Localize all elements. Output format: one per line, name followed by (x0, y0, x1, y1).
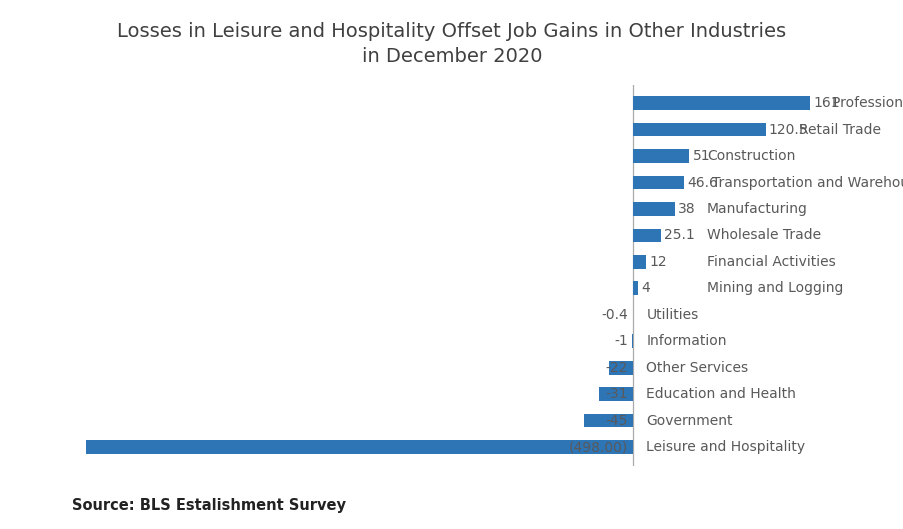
Bar (86, 440, 633, 454)
Text: Source: BLS Estalishment Survey: Source: BLS Estalishment Survey (72, 498, 346, 513)
Bar (631, 334, 633, 348)
Text: Construction: Construction (706, 149, 795, 163)
Text: -0.4: -0.4 (600, 308, 627, 322)
Bar (609, 361, 633, 375)
Text: Utilities: Utilities (646, 308, 698, 322)
Text: 51: 51 (692, 149, 710, 163)
Text: Education and Health: Education and Health (646, 387, 796, 401)
Bar (633, 149, 688, 163)
Text: Professional and Business Services: Professional and Business Services (831, 96, 903, 110)
Bar (599, 387, 633, 401)
Bar (633, 281, 637, 295)
Text: 25.1: 25.1 (664, 229, 694, 242)
Text: 12: 12 (649, 255, 666, 269)
Text: 4: 4 (640, 281, 649, 295)
Text: Mining and Logging: Mining and Logging (706, 281, 842, 295)
Text: Financial Activities: Financial Activities (706, 255, 834, 269)
Bar (633, 123, 765, 136)
Text: 38: 38 (677, 202, 695, 216)
Bar (633, 229, 660, 242)
Text: Government: Government (646, 414, 732, 427)
Text: Other Services: Other Services (646, 361, 748, 375)
Text: Manufacturing: Manufacturing (706, 202, 807, 216)
Text: -1: -1 (613, 334, 627, 348)
Text: -22: -22 (605, 361, 627, 375)
Text: Information: Information (646, 334, 726, 348)
Title: Losses in Leisure and Hospitality Offset Job Gains in Other Industries
in Decemb: Losses in Leisure and Hospitality Offset… (117, 22, 786, 67)
Text: 46.6: 46.6 (687, 176, 718, 189)
Bar (633, 255, 646, 269)
Text: (498.00): (498.00) (568, 440, 627, 454)
Text: Leisure and Hospitality: Leisure and Hospitality (646, 440, 805, 454)
Text: 120.5: 120.5 (768, 123, 807, 136)
Text: Transportation and Warehousing: Transportation and Warehousing (712, 176, 903, 189)
Text: 161: 161 (813, 96, 839, 110)
Bar (633, 202, 675, 216)
Text: -31: -31 (605, 387, 627, 401)
Bar (633, 176, 684, 189)
Text: Retail Trade: Retail Trade (798, 123, 880, 136)
Text: -45: -45 (605, 414, 627, 427)
Bar (583, 414, 633, 427)
Text: Wholesale Trade: Wholesale Trade (706, 229, 820, 242)
Bar (633, 96, 809, 110)
